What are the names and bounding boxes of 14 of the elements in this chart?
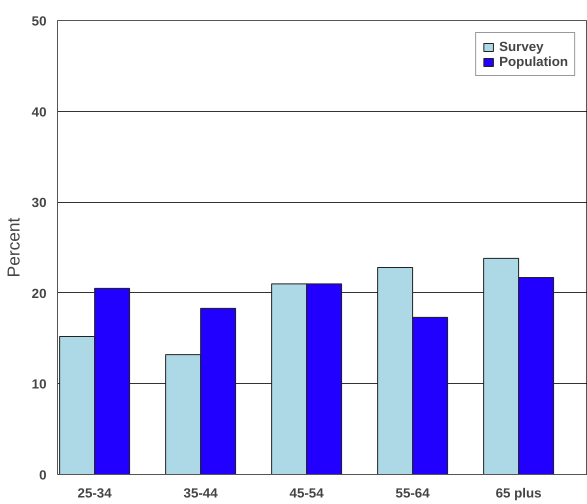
x-tick-label: 55-64 [396,486,430,500]
y-tick-label: 20 [32,286,47,301]
y-axis-title: Percent [4,217,24,278]
y-tick-label: 0 [39,468,47,482]
legend-label: Population [499,54,568,69]
y-tick-label: 10 [32,376,47,392]
legend-label: Survey [499,39,544,54]
y-tick-label: 30 [32,195,47,210]
y-tick-label: 40 [32,104,47,120]
x-tick-label: 45-54 [290,486,324,500]
y-tick-label: 50 [32,14,47,28]
x-tick-label: 25-34 [78,486,112,500]
x-tick-label: 65 plus [496,486,542,500]
x-tick-label: 35-44 [184,486,218,500]
